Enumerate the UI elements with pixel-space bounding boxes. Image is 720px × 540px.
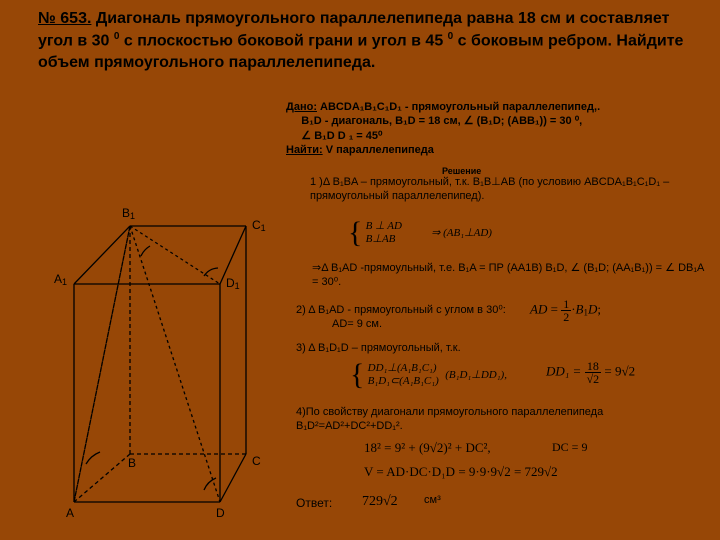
- vertex-D: D: [216, 506, 225, 520]
- answer-unit: см³: [424, 494, 441, 506]
- problem-number: № 653.: [38, 10, 91, 27]
- find-label: Найти:: [286, 144, 323, 156]
- parallelepiped-diagram: A B C D A1 B1 C1 D1: [56, 206, 286, 536]
- answer-label: Ответ:: [296, 496, 332, 510]
- step-1b: ⇒Δ B₁AD -прямоульный, т.е. B₁A = ПР (AA1…: [312, 262, 712, 290]
- vertex-C: C: [252, 454, 261, 468]
- answer-value: 729√2: [362, 494, 398, 510]
- step-1: 1 )Δ B₁BA – прямоугольный, т.к. B₁B⊥AB (…: [310, 176, 706, 204]
- step-2: 2) Δ B₁AD - прямоугольный с углом в 30⁰:: [296, 304, 706, 318]
- step-4-eq-c: V = AD·DC·D₁D = 9·9·9√2 = 729√2: [364, 464, 558, 480]
- step-1-brace: { B ⊥ ADB⊥AB ⇒ (AB₁⊥AD): [348, 218, 598, 248]
- step-4-eq-a: 18² = 9² + (9√2)² + DC²,: [364, 440, 491, 456]
- problem-title: № 653. Диагональ прямоугольного параллел…: [38, 8, 698, 73]
- vertex-B1: B1: [122, 206, 135, 221]
- given-block: Дано: ABCDA₁B₁C₁D₁ - прямоугольный парал…: [286, 100, 706, 157]
- vertex-B: B: [128, 456, 136, 470]
- step-3: 3) Δ B₁D₁D – прямоугольный, т.к.: [296, 342, 706, 356]
- vertex-C1: C1: [252, 218, 266, 233]
- solution-label: Решение: [442, 166, 481, 176]
- step-2-eq: AD = 12·B1D;: [530, 298, 601, 323]
- diagram-svg: [56, 206, 286, 526]
- vertex-D1: D1: [226, 276, 240, 291]
- step-4-eq-b: DC = 9: [552, 440, 587, 455]
- step-3-eq: DD₁ = 18√2 = 9√2: [546, 360, 635, 385]
- given-label: Дано:: [286, 101, 317, 113]
- vertex-A: A: [66, 506, 74, 520]
- vertex-A1: A1: [54, 272, 67, 287]
- step-4: 4)По свойству диагонали прямоугольного п…: [296, 406, 706, 434]
- step-2b: AD= 9 см.: [332, 318, 382, 332]
